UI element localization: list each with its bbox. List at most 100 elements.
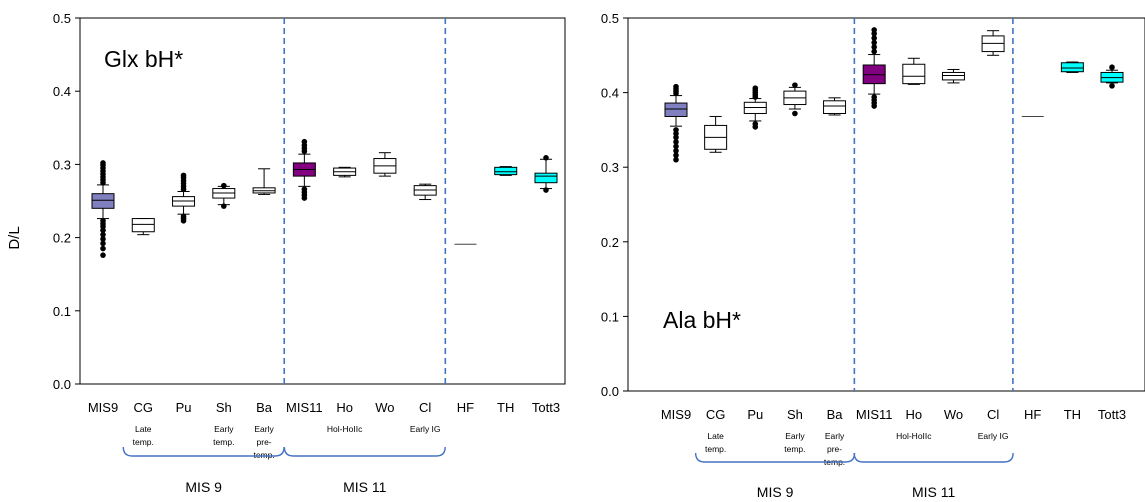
x-tick-label: Ho [906,407,923,422]
outlier-point [752,85,759,91]
outlier-point [180,213,187,220]
chart-title: Ala bH* [663,307,741,333]
y-axis-label: D/L [6,226,23,249]
outlier-point [221,182,227,189]
category-sublabel: temp. [213,437,234,447]
category-sublabel: Early [214,424,234,434]
category-sublabel: Early [825,431,845,441]
x-tick-label: Wo [944,407,963,422]
y-tick-label: 0.2 [601,235,619,250]
outlier-point [1109,83,1115,89]
box-tott3 [534,155,558,193]
outlier-point [180,172,187,179]
plot-frame [79,17,566,385]
box-sh [212,182,236,209]
x-tick-label: HF [1024,407,1041,422]
category-sublabel: Late [135,424,152,434]
y-tick-label: 0.3 [53,157,71,172]
outlier-point [301,138,308,145]
outlier-point [871,35,877,41]
box-pu [743,85,767,130]
box-body [823,100,847,114]
box-sh [783,82,807,117]
category-sublabel: temp. [253,450,274,460]
box-ho [902,57,926,85]
box-body [91,193,115,209]
x-tick-label: Pu [176,400,192,415]
outlier-point [301,186,308,193]
x-tick-label: TH [497,400,514,415]
box-cg [704,115,728,153]
category-sublabel: Early IG [410,424,441,434]
y-tick-label: 0.0 [601,384,619,399]
y-tick-label: 0.5 [53,11,71,26]
box-mis9 [664,83,688,163]
outlier-point [100,240,106,247]
x-tick-label: MIS9 [88,400,118,415]
box-th [494,166,518,176]
x-tick-label: Ba [256,400,273,415]
outlier-point [673,147,679,154]
box-mis9 [91,160,115,258]
outlier-point [100,236,106,242]
outlier-point [871,44,877,50]
x-tick-label: MIS11 [856,407,893,422]
x-tick-label: Cl [987,407,999,422]
box-ho [333,166,357,178]
box-body [494,166,518,176]
box-body [1060,62,1084,73]
x-tick-label: MIS9 [661,407,691,422]
outlier-point [871,94,877,100]
outlier-point [543,155,549,161]
category-sublabel: pre- [827,444,842,454]
outlier-point [100,231,106,238]
group-label: MIS 11 [343,479,387,495]
outlier-point [871,27,877,33]
box-wo [373,152,397,177]
outlier-point [543,187,549,193]
box-body [131,218,155,233]
plot-frame [627,17,1145,392]
outlier-point [673,152,679,159]
box-cl [413,183,437,201]
box-ba [252,168,276,195]
box-cl [981,30,1005,56]
y-tick-label: 0.1 [53,304,71,319]
box-body [664,102,688,117]
category-sublabel: Early [785,431,805,441]
outlier-point [100,252,106,258]
box-tott3 [1100,64,1124,89]
outlier-point [871,48,877,55]
chart-panel-1: 0.0 0.1 0.2 0.3 0.4 0.5 D/L Glx bH* MIS9 CG Pu Sh Ba… [6,11,566,495]
group-bracket [122,446,285,457]
group-bracket [694,452,856,463]
box-body [534,172,558,184]
y-tick-label: 0.3 [601,160,619,175]
category-sublabel: temp. [784,444,805,454]
group-bracket [283,446,446,457]
outlier-point [871,39,877,46]
y-tick-label: 0.5 [601,11,619,26]
group-label: MIS 9 [757,484,794,500]
x-tick-label: TH [1064,407,1081,422]
chart-panel-2: 0.0 0.1 0.2 0.3 0.4 0.5 Ala bH* MIS9 CG Pu Sh Ba MIS… [601,11,1145,500]
group-bracket [853,452,1014,463]
y-tick-label: 0.0 [53,377,71,392]
box-pu [172,172,196,224]
x-tick-label: Tott3 [532,400,560,415]
x-tick-label: Sh [216,400,232,415]
y-tick-label: 0.2 [53,231,71,246]
chart-title: Glx bH* [104,46,183,72]
box-mis11 [862,27,886,109]
box-body [941,71,965,81]
outlier-point [673,156,679,163]
outlier-point [792,82,798,88]
y-tick-label: 0.1 [601,309,619,324]
outlier-point [221,203,227,209]
category-sublabel: temp. [133,437,154,447]
outlier-point [673,83,679,90]
x-tick-label: Wo [375,400,394,415]
y-tick-label: 0.4 [53,84,71,99]
category-sublabel: Early [254,424,274,434]
